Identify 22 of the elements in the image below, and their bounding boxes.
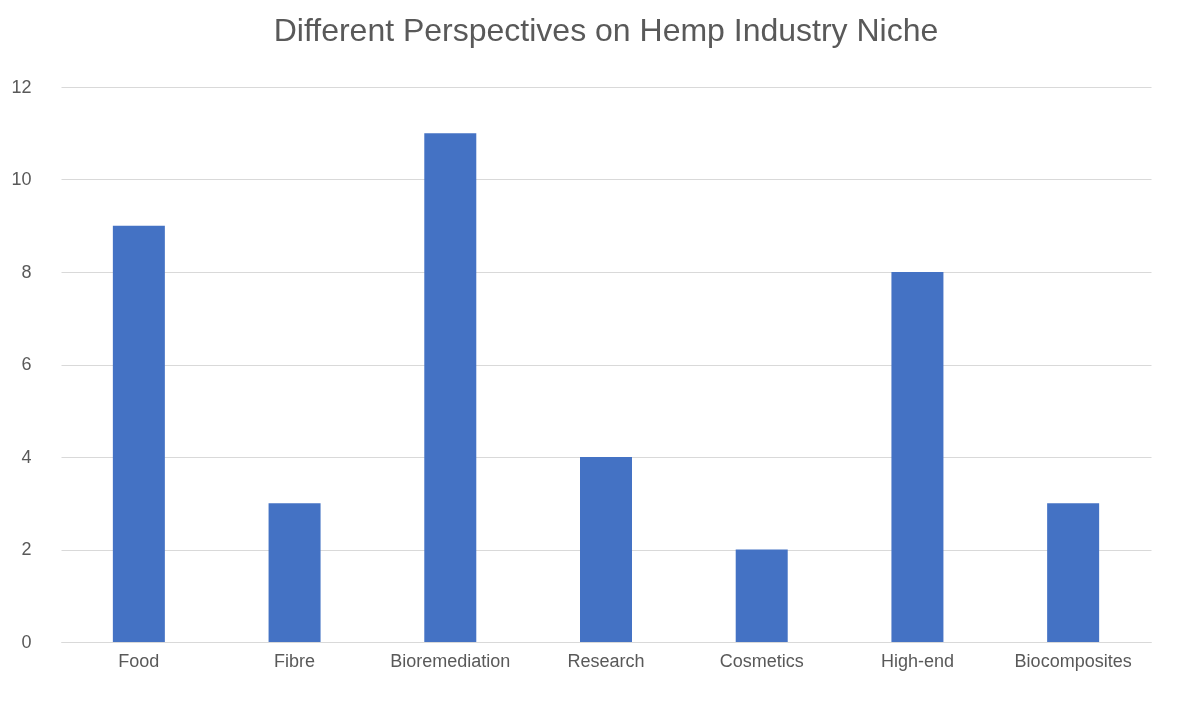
y-tick-label: 0 bbox=[21, 631, 32, 652]
x-tick-label: Fibre bbox=[274, 650, 316, 671]
x-tick-label: Bioremediation bbox=[390, 650, 511, 671]
x-tick-label: Cosmetics bbox=[719, 650, 804, 671]
x-tick-label: Food bbox=[118, 650, 160, 671]
chart-title: Different Perspectives on Hemp Industry Niche bbox=[273, 12, 939, 48]
bar bbox=[424, 133, 477, 642]
y-tick-label: 12 bbox=[11, 76, 32, 97]
bar bbox=[1047, 503, 1100, 642]
y-tick-label: 6 bbox=[21, 354, 32, 374]
y-tick-label: 4 bbox=[21, 446, 32, 467]
bar bbox=[891, 272, 944, 642]
y-tick-label: 8 bbox=[21, 261, 32, 282]
bar bbox=[580, 457, 632, 642]
x-tick-label: High-end bbox=[880, 650, 954, 671]
bar bbox=[735, 549, 788, 642]
y-tick-label: 2 bbox=[21, 539, 32, 559]
bar bbox=[112, 225, 165, 642]
x-tick-label: Biocomposites bbox=[1014, 650, 1132, 671]
x-tick-label: Research bbox=[567, 650, 645, 671]
bar bbox=[268, 503, 321, 642]
y-tick-label: 10 bbox=[11, 169, 32, 189]
